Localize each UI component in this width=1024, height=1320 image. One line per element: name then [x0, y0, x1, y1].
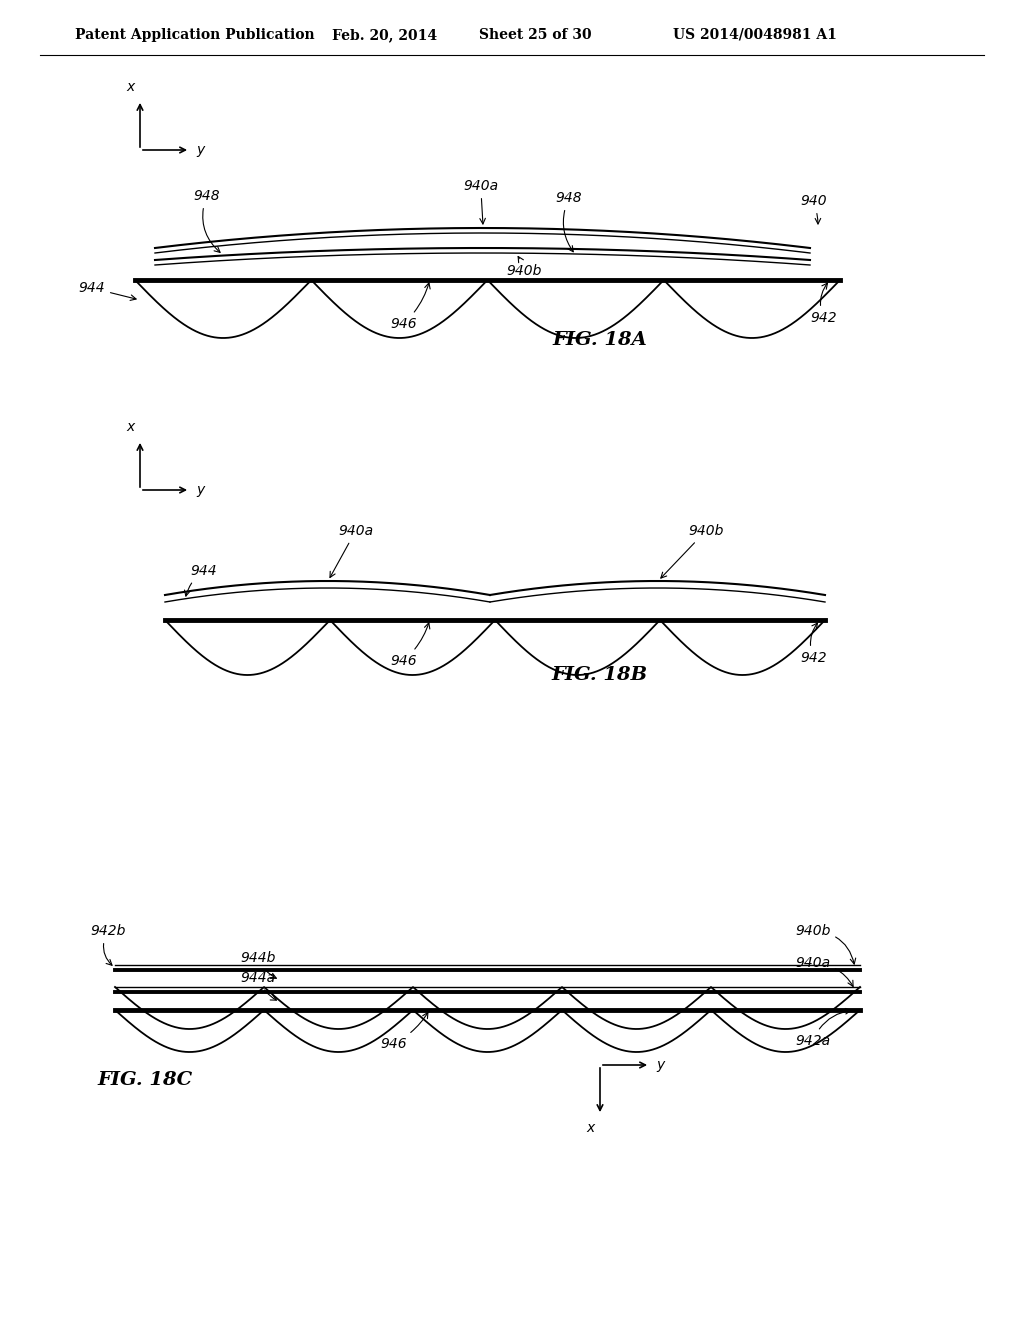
Text: 940b: 940b: [506, 256, 542, 279]
Text: x: x: [126, 420, 134, 434]
Text: 942: 942: [810, 282, 837, 325]
Text: 940a: 940a: [795, 956, 853, 986]
Text: 940: 940: [800, 194, 826, 224]
Text: 940a: 940a: [463, 180, 499, 224]
Text: 942: 942: [800, 623, 826, 665]
Text: 946: 946: [390, 623, 430, 668]
Text: 940a: 940a: [330, 524, 373, 577]
Text: Patent Application Publication: Patent Application Publication: [75, 28, 314, 42]
Text: FIG. 18C: FIG. 18C: [97, 1071, 193, 1089]
Text: 948: 948: [556, 191, 583, 252]
Text: Feb. 20, 2014: Feb. 20, 2014: [333, 28, 437, 42]
Text: 944: 944: [79, 281, 136, 301]
Text: 944: 944: [184, 564, 217, 597]
Text: Sheet 25 of 30: Sheet 25 of 30: [478, 28, 591, 42]
Text: 944a: 944a: [240, 972, 276, 1001]
Text: y: y: [196, 483, 204, 498]
Text: FIG. 18B: FIG. 18B: [552, 667, 648, 684]
Text: 946: 946: [390, 282, 430, 331]
Text: 948: 948: [194, 189, 220, 252]
Text: x: x: [586, 1121, 594, 1135]
Text: 942b: 942b: [90, 924, 125, 965]
Text: US 2014/0048981 A1: US 2014/0048981 A1: [673, 28, 837, 42]
Text: x: x: [126, 81, 134, 94]
Text: 944b: 944b: [240, 950, 276, 978]
Text: 946: 946: [380, 1012, 428, 1051]
Text: y: y: [196, 143, 204, 157]
Text: 940b: 940b: [795, 924, 856, 964]
Text: y: y: [656, 1059, 665, 1072]
Text: 942a: 942a: [795, 1008, 851, 1048]
Text: 940b: 940b: [660, 524, 723, 578]
Text: FIG. 18A: FIG. 18A: [553, 331, 647, 348]
